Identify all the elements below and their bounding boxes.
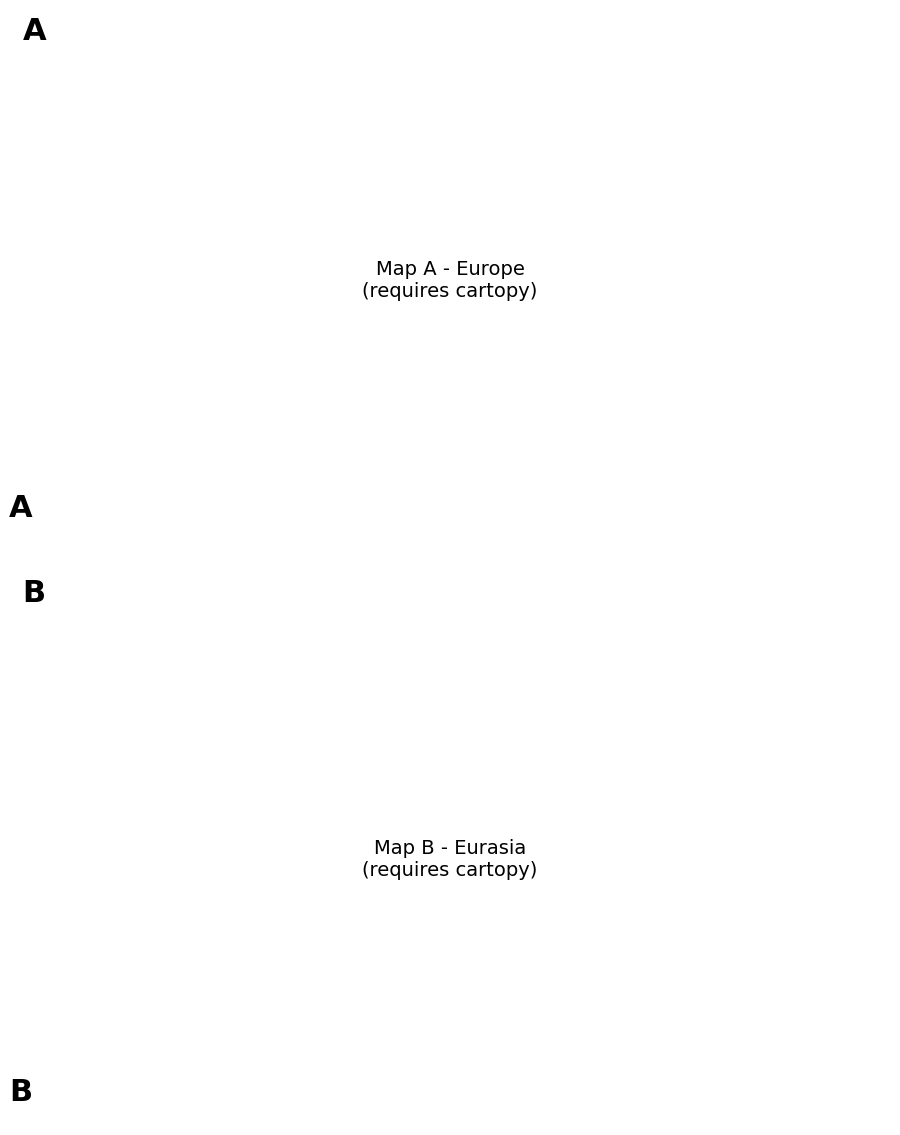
Text: A: A: [9, 494, 32, 523]
Text: B: B: [22, 579, 46, 608]
Text: Map B - Eurasia
(requires cartopy): Map B - Eurasia (requires cartopy): [363, 839, 537, 881]
Text: B: B: [9, 1078, 32, 1108]
Text: A: A: [22, 17, 46, 47]
Text: Map A - Europe
(requires cartopy): Map A - Europe (requires cartopy): [363, 260, 537, 302]
